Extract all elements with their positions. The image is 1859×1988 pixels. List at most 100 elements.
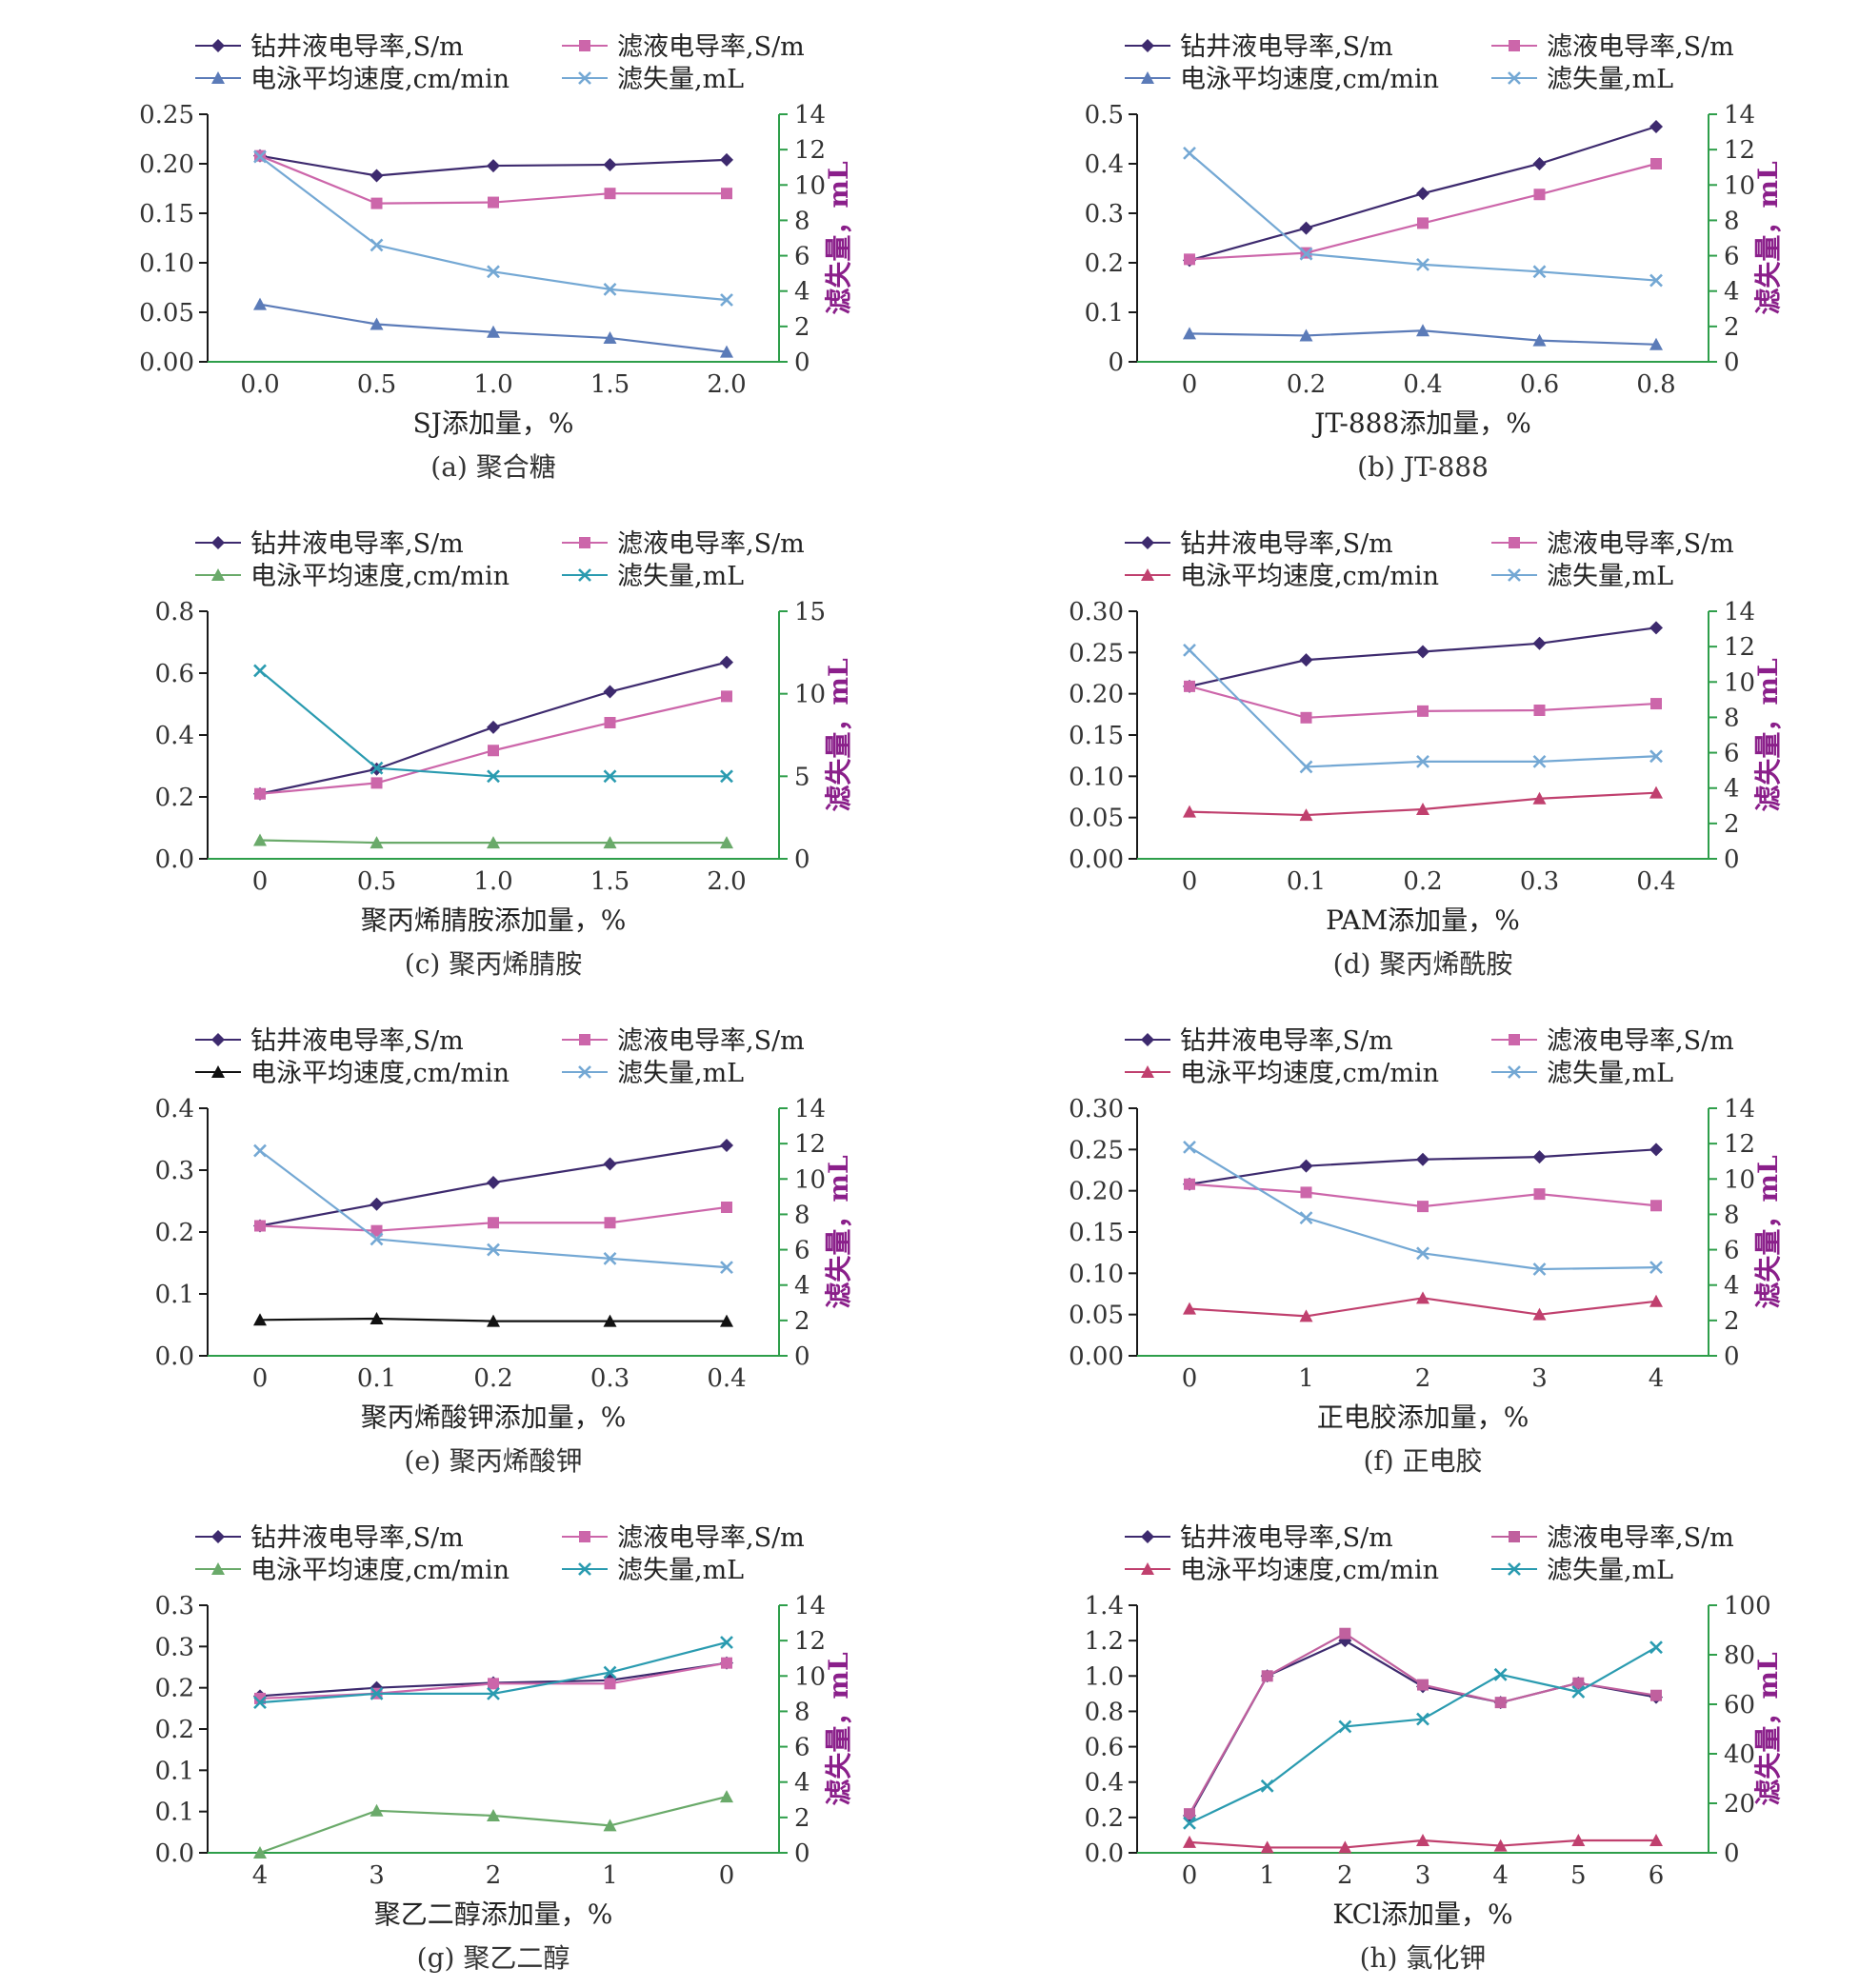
point-loss (1416, 1712, 1429, 1726)
series-ep (253, 297, 733, 358)
point-ep (487, 1809, 500, 1821)
point-mud (1532, 636, 1547, 650)
axes: 0.0 0.2 0.4 0.6 0.8 0 5 10 15 0 0.5 1.0 1.5 2.0 (155, 598, 826, 896)
y2-tick-label: 10 (794, 1662, 826, 1691)
point-loss (1183, 1816, 1196, 1830)
point-loss (1649, 273, 1663, 288)
y2-tick-label: 5 (794, 763, 810, 791)
series-loss (253, 1636, 733, 1710)
point-loss (1532, 1262, 1547, 1276)
series-line-loss (259, 155, 728, 302)
x-tick-label: 0.0 (240, 370, 279, 399)
point-loss (603, 1251, 617, 1265)
y2-tick-label: 8 (1724, 704, 1740, 732)
y2-tick-label: 4 (1724, 775, 1740, 804)
panel-caption: (a) 聚合糖 (430, 451, 555, 483)
y2-tick-label: 8 (794, 1201, 810, 1229)
series-ep (253, 1790, 733, 1859)
point-loss (1299, 1211, 1313, 1225)
series-loss (253, 149, 733, 307)
legend-label-filtrate: 滤液电导率,S/m (617, 1523, 805, 1553)
y-tick-label: 0.05 (1069, 805, 1124, 833)
legend-label-filtrate: 滤液电导率,S/m (1547, 32, 1734, 62)
point-mud (720, 152, 733, 167)
chart-e-svg: 钻井液电导率,S/m 滤液电导率,S/m 电泳平均速度,cm/min 滤失量,mL 0.… (155, 1026, 854, 1477)
y-tick-label: 1.0 (1085, 1662, 1124, 1691)
y2-tick-label: 14 (794, 1095, 826, 1123)
axes: 0 0.1 0.2 0.3 0.4 0.5 0 2 4 6 8 10 12 14 0 0.2 0.4 0.6 0.8 (1085, 101, 1755, 399)
y-tick-label: 0.15 (1069, 1219, 1124, 1247)
legend-label-ep: 电泳平均速度,cm/min (1180, 1059, 1439, 1088)
x-axis-title: SJ添加量，% (412, 408, 573, 439)
series-ep (1183, 785, 1663, 822)
y2-tick-label: 0 (1724, 1839, 1740, 1868)
point-filtrate (488, 1217, 499, 1229)
point-filtrate (721, 1657, 732, 1669)
point-ep (1299, 328, 1313, 342)
y-tick-label: 0.00 (1069, 845, 1124, 874)
point-filtrate (721, 188, 732, 200)
legend-marker-loss (578, 568, 591, 582)
point-filtrate (721, 1202, 732, 1213)
series-mud (253, 655, 733, 801)
y-tick-label: 0 (1108, 348, 1124, 377)
chart-panel-f: 钻井液电导率,S/m 滤液电导率,S/m 电泳平均速度,cm/min 滤失量,mL 0.… (930, 994, 1859, 1491)
legend-label-filtrate: 滤液电导率,S/m (617, 529, 805, 559)
legend-label-mud: 钻井液电导率,S/m (1180, 1026, 1393, 1056)
series-loss (1183, 1140, 1663, 1276)
point-ep (603, 331, 617, 345)
legend-label-mud: 钻井液电导率,S/m (1180, 529, 1393, 559)
point-ep (720, 836, 733, 849)
y2-tick-label: 12 (794, 1130, 826, 1159)
legend-marker-mud (211, 39, 225, 52)
legend-marker-filtrate (1509, 40, 1520, 51)
y2-tick-label: 10 (794, 171, 826, 200)
legend-label-filtrate: 滤液电导率,S/m (1547, 1523, 1734, 1553)
y-tick-label: 0.10 (1069, 763, 1124, 791)
legend-label-loss: 滤失量,mL (1547, 562, 1673, 591)
y-tick-label: 0.2 (155, 1219, 194, 1247)
legend-label-mud: 钻井液电导率,S/m (1180, 32, 1393, 62)
y2-tick-label: 15 (794, 598, 826, 626)
legend-label-mud: 钻井液电导率,S/m (250, 1026, 464, 1056)
x-tick-label: 0 (719, 1861, 735, 1890)
point-loss (1493, 1667, 1508, 1681)
point-ep (487, 325, 500, 338)
y2-tick-label: 0 (794, 348, 810, 377)
y-tick-label: 0.20 (1069, 681, 1124, 709)
series-mud (253, 149, 733, 183)
y2-tick-label: 10 (1724, 668, 1755, 697)
y-tick-label: 0.3 (155, 1157, 194, 1185)
point-loss (1532, 754, 1547, 768)
y-tick-label: 0.2 (155, 1716, 194, 1744)
panel-caption: (g) 聚乙二醇 (417, 1942, 570, 1974)
y2-tick-label: 2 (1724, 810, 1740, 839)
legend-label-loss: 滤失量,mL (617, 1556, 744, 1585)
y-tick-label: 0.6 (155, 660, 194, 688)
x-tick-label: 0.4 (1403, 370, 1442, 399)
point-ep (1416, 324, 1429, 337)
y2-tick-label: 12 (794, 1627, 826, 1656)
x-tick-label: 1.0 (473, 370, 512, 399)
y2-tick-label: 40 (1724, 1740, 1755, 1769)
point-filtrate (604, 1678, 616, 1690)
point-filtrate (1650, 1689, 1662, 1701)
panel-caption: (c) 聚丙烯腈胺 (405, 948, 582, 980)
legend: 钻井液电导率,S/m 滤液电导率,S/m 电泳平均速度,cm/min 滤失量,mL (1125, 32, 1734, 94)
point-loss (487, 1686, 500, 1700)
point-filtrate (604, 717, 616, 728)
point-filtrate (1533, 705, 1546, 716)
point-mud (720, 655, 733, 669)
point-loss (720, 1261, 733, 1275)
axes: 0.0 0.1 0.2 0.3 0.4 0 2 4 6 8 10 12 14 0 0.1 0.2 0.3 0.4 (155, 1095, 826, 1393)
series-filtrate (254, 690, 732, 800)
y-tick-label: 1.2 (1085, 1627, 1124, 1656)
legend-marker-loss (578, 1065, 591, 1079)
point-ep (1649, 1834, 1663, 1846)
point-mud (1416, 1152, 1429, 1166)
legend-marker-ep (211, 568, 225, 581)
x-axis-title: 正电胶添加量，% (1317, 1402, 1529, 1433)
x-axis-title: 聚丙烯酸钾添加量，% (361, 1402, 627, 1433)
